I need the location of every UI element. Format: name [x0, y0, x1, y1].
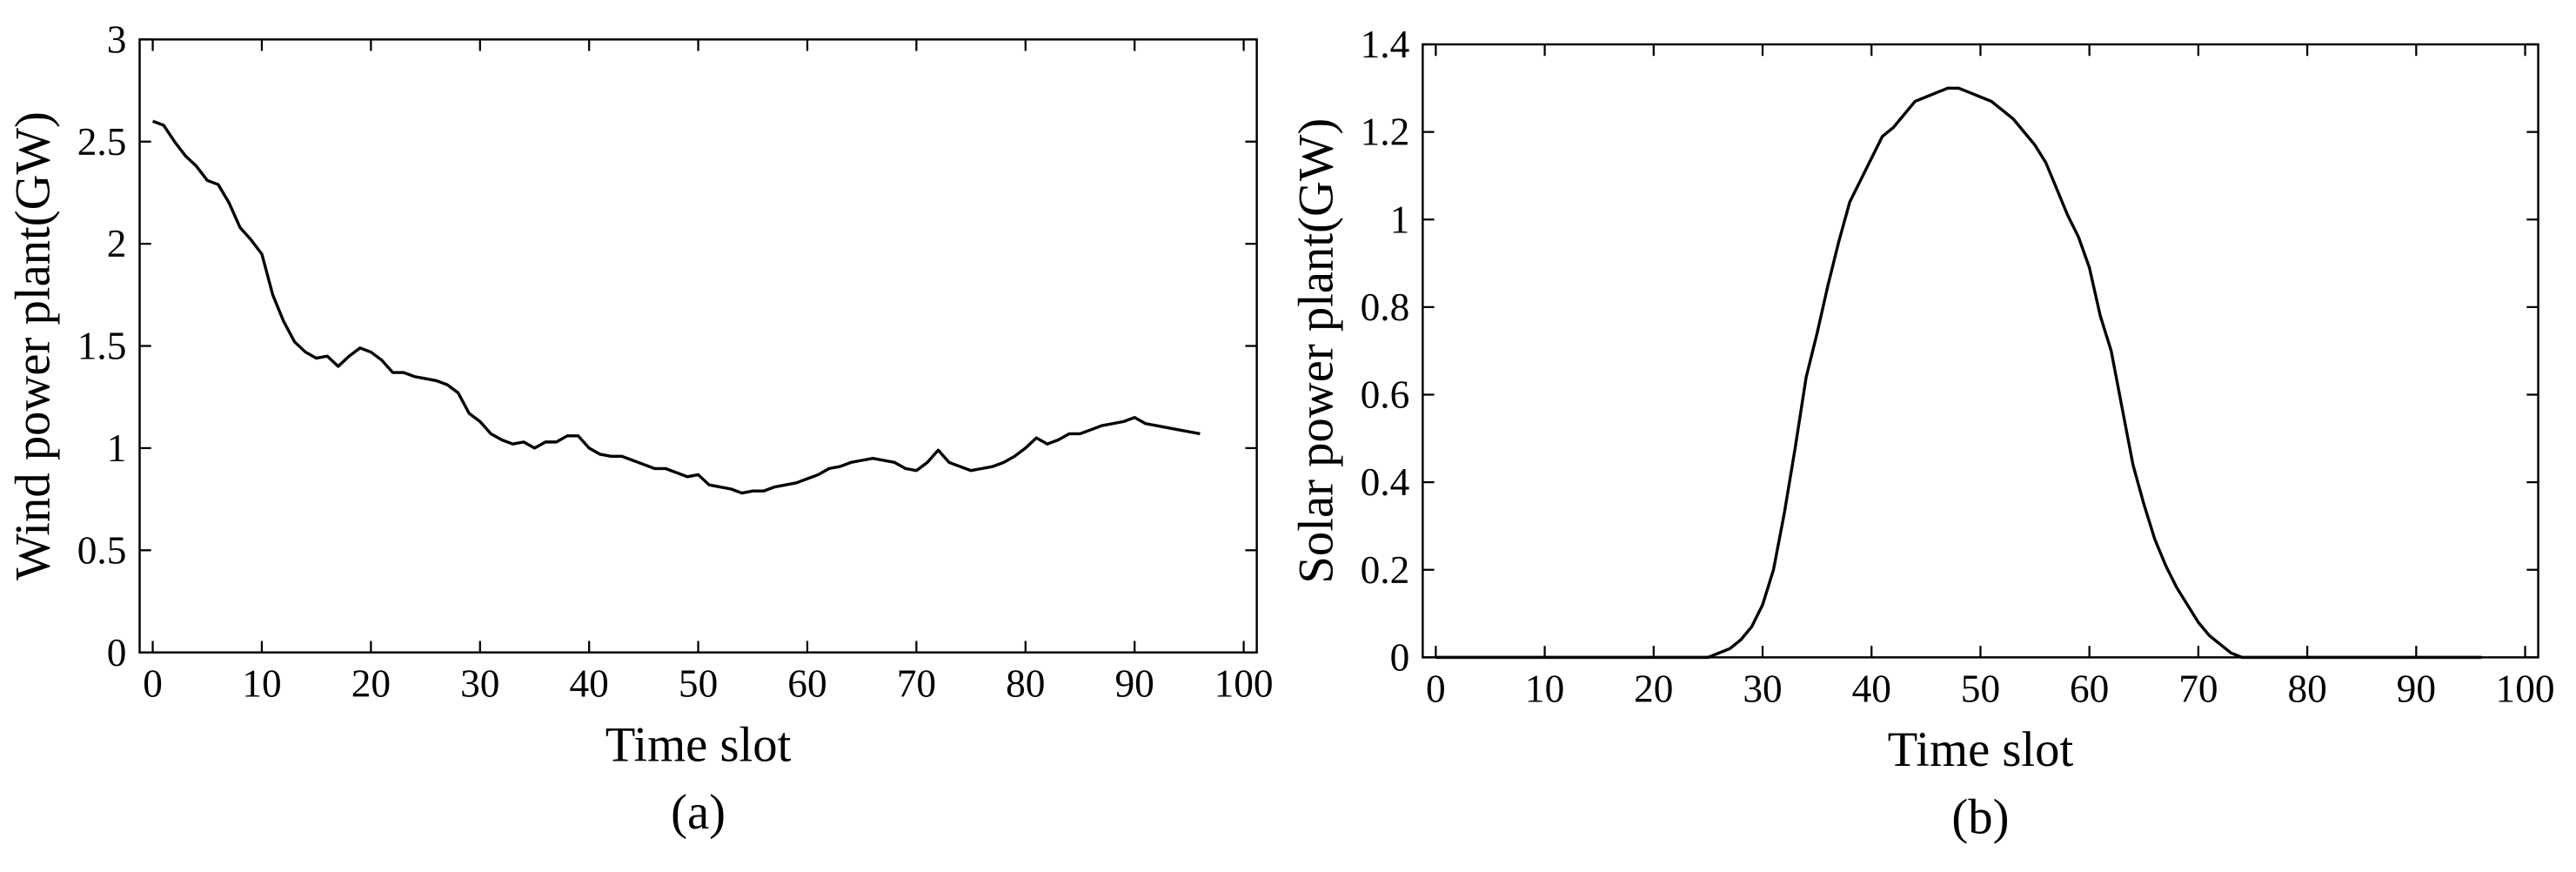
x-tick-label: 40: [1852, 667, 1891, 710]
y-tick-label: 0.5: [77, 528, 127, 572]
x-axis-label: Time slot: [606, 718, 792, 772]
caption: (a): [671, 786, 726, 840]
line-series: [151, 119, 1201, 495]
x-tick-label: 60: [787, 662, 826, 706]
y-axis-label: Solar power plant(GW): [1289, 118, 1343, 584]
y-tick-label: 2.5: [77, 120, 127, 164]
plot-frame: [1422, 43, 2539, 659]
y-tick-label: 1: [1390, 198, 1410, 241]
x-tick-label: 80: [1006, 662, 1045, 706]
x-tick-label: 100: [1214, 662, 1274, 706]
y-tick-label: 0.2: [1361, 548, 1410, 592]
y-axis-label: Wind power plant(GW): [7, 111, 61, 580]
y-tick-label: 1.4: [1361, 23, 1410, 66]
y-tick-label: 0.6: [1361, 373, 1410, 417]
x-tick-label: 40: [570, 662, 609, 706]
x-tick-label: 90: [2397, 667, 2436, 710]
x-tick-label: 90: [1115, 662, 1154, 706]
y-tick-label: 1.2: [1361, 111, 1410, 154]
y-tick-label: 2: [107, 222, 127, 265]
caption: (b): [1951, 790, 2009, 844]
y-tick-label: 0: [1390, 635, 1410, 679]
x-axis-label: Time slot: [1888, 723, 2074, 777]
y-tick-label: 1.5: [77, 325, 127, 368]
x-tick-label: 60: [2070, 667, 2109, 710]
y-tick-label: 3: [107, 17, 127, 61]
x-tick-label: 100: [2496, 667, 2555, 710]
x-tick-label: 30: [1743, 667, 1782, 710]
x-tick-label: 30: [460, 662, 499, 706]
x-tick-label: 50: [1961, 667, 2000, 710]
y-tick-label: 0.8: [1361, 285, 1410, 329]
x-tick-label: 0: [1426, 667, 1446, 710]
y-tick-label: 0.4: [1361, 460, 1410, 504]
x-tick-label: 20: [351, 662, 391, 706]
x-tick-label: 20: [1634, 667, 1673, 710]
x-tick-label: 10: [242, 662, 281, 706]
x-tick-label: 50: [679, 662, 718, 706]
line-series: [1435, 86, 2482, 660]
y-tick-label: 1: [107, 426, 127, 470]
x-tick-label: 0: [143, 662, 163, 706]
plot-frame: [138, 38, 1258, 654]
y-tick-label: 0: [107, 631, 127, 674]
x-tick-label: 70: [2178, 667, 2218, 710]
x-tick-label: 70: [897, 662, 936, 706]
x-tick-label: 80: [2287, 667, 2326, 710]
x-tick-label: 10: [1525, 667, 1564, 710]
